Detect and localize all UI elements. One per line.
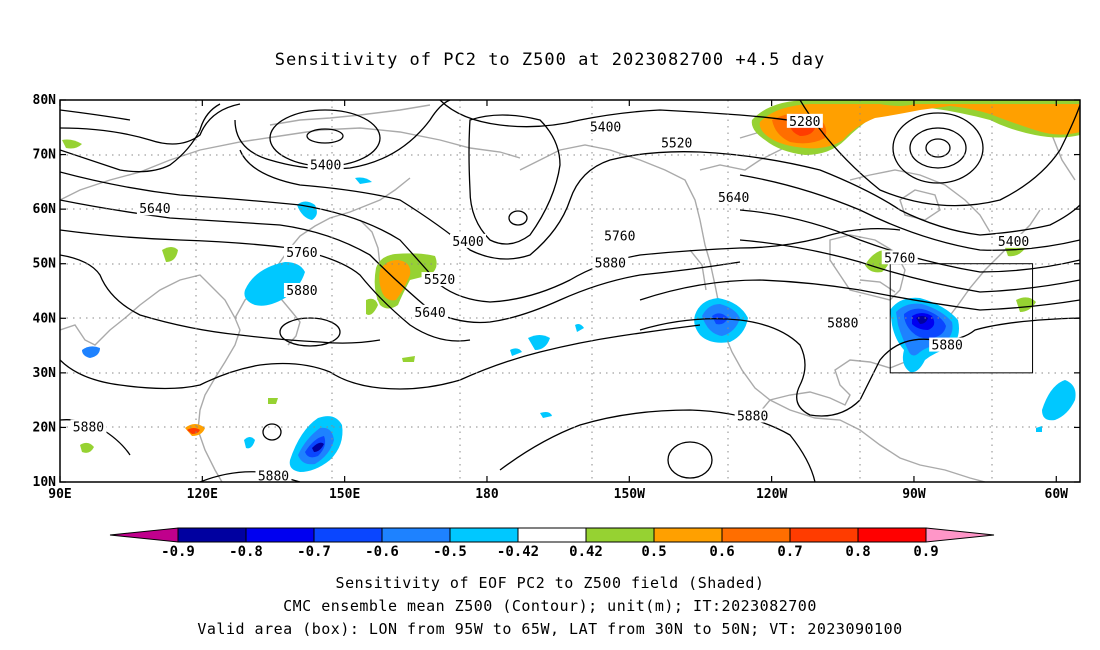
colorbar: -0.9 -0.8 -0.7 -0.6 -0.5 -0.42 0.42 0.5 0.6 0.7 0.… [109,527,995,560]
contour-label: 5760 [286,246,317,261]
lon-label: 150W [614,487,645,502]
contour-label-bg [601,228,638,243]
contour-label: 5640 [139,202,170,217]
contour-label: 5880 [932,339,963,354]
lat-label: 40N [33,311,57,326]
lat-label: 30N [33,366,57,381]
contour-label-bg [592,255,629,270]
colorbar-high-triangle [925,527,995,543]
contour-label-bg [587,119,624,134]
contour-label: 5400 [452,235,483,250]
valid-area-box [889,263,1034,374]
colorbar-tick-label: 0.7 [777,544,802,560]
contour-label-bg [70,419,107,434]
map-frame [59,99,1081,483]
colorbar-tick-label: 0.42 [569,544,603,560]
lon-label: 120E [187,487,218,502]
lon-label: 180 [475,487,499,502]
lon-label: 60W [1045,487,1069,502]
contour-label-bg [283,283,320,297]
colorbar-segment [517,527,587,543]
colorbar-tick-label: 0.8 [845,544,870,560]
contour-label-bg [995,233,1032,248]
colorbar-segment [177,527,247,543]
map-figure: 5400 5520 5280 5400 5640 5640 5400 5400 5760 5880… [33,93,1081,560]
lon-label: 120W [756,487,787,502]
caption-contour: CMC ensemble mean Z500 (Contour); unit(m… [283,597,817,615]
contour-label-bg [421,272,458,287]
contour-label-bg [307,157,344,172]
sensitivity-shading [62,100,1080,472]
contour-label-bg [824,315,861,330]
lat-lon-grid [60,100,1080,482]
contour-label: 5880 [595,257,626,272]
contour-label: 5280 [789,115,820,130]
lat-label: 60N [33,202,57,217]
colorbar-segment [721,527,791,543]
caption-valid-area: Valid area (box): LON from 95W to 65W, L… [197,620,903,638]
contour-label-bg [450,233,486,248]
contour-label-bg [283,244,320,259]
colorbar-segment [789,527,859,543]
lat-label: 70N [33,148,57,163]
contour-label-bg [786,113,823,128]
lon-label: 90E [48,487,71,502]
contour-label-bg [255,468,292,483]
contour-label-bg [715,190,752,205]
lon-label: 90W [902,487,926,502]
colorbar-tick-label: 0.6 [709,544,734,560]
colorbar-segment [585,527,655,543]
contour-label: 5880 [73,420,104,435]
contour-label: 5400 [310,158,341,173]
colorbar-segment [449,527,519,543]
colorbar-tick-label: 0.9 [913,544,938,560]
lat-label: 80N [33,93,57,108]
contour-label: 5880 [827,317,858,332]
contour-label: 5640 [414,306,445,321]
contour-label-bg [734,408,771,423]
contour-label: 5760 [884,251,915,266]
contour-labels: 5400 5520 5280 5400 5640 5640 5400 5400 5760 5880… [70,113,1032,485]
colorbar-tick-label: -0.7 [297,544,331,560]
contour-label-bg [929,337,966,352]
map-title: Sensitivity of PC2 to Z500 at 2023082700… [274,50,826,70]
contour-label-bg [136,201,173,216]
colorbar-tick-label: -0.8 [229,544,263,560]
colorbar-segment [653,527,723,543]
colorbar-tick-label: -0.6 [365,544,399,560]
colorbar-tick-label: -0.5 [433,544,467,560]
lat-label: 20N [33,420,57,435]
contour-label-bg [881,250,918,265]
contour-label: 5400 [998,235,1029,250]
contour-label-bg [412,304,449,319]
colorbar-tick-label: -0.42 [497,544,539,560]
z500-contours [60,100,1080,482]
colorbar-segment [313,527,383,543]
contour-label: 5880 [258,470,289,485]
contour-label: 5640 [718,191,749,206]
lat-label: 10N [33,475,57,490]
colorbar-tick-label: 0.5 [641,544,666,560]
contour-label: 5880 [286,284,317,299]
colorbar-segment [381,527,451,543]
coastlines [60,100,1076,482]
contour-label-bg [658,135,695,150]
colorbar-tick-label: -0.9 [161,544,195,560]
lon-label: 150E [329,487,360,502]
contour-label: 5520 [661,137,692,152]
caption-shading: Sensitivity of EOF PC2 to Z500 field (Sh… [335,574,765,592]
contour-label: 5760 [604,229,635,244]
contour-label: 5520 [424,273,455,288]
colorbar-segment [245,527,315,543]
colorbar-segment [857,527,927,543]
contour-label: 5400 [590,120,621,135]
contour-label: 5880 [737,410,768,425]
lat-label: 50N [33,257,57,272]
colorbar-low-triangle [109,527,179,543]
